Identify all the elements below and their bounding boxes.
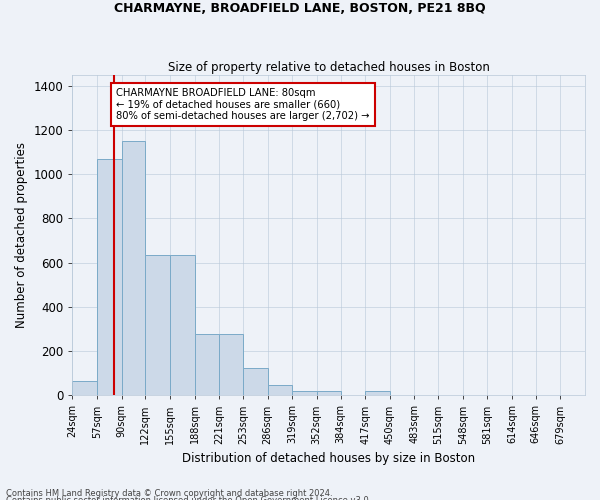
Text: Contains public sector information licensed under the Open Government Licence v3: Contains public sector information licen… [6, 496, 371, 500]
X-axis label: Distribution of detached houses by size in Boston: Distribution of detached houses by size … [182, 452, 475, 465]
Bar [219, 334, 243, 396]
Bar [268, 386, 292, 396]
Bar [194, 334, 219, 396]
Bar [170, 255, 194, 396]
Bar [73, 381, 97, 396]
Bar [122, 141, 145, 396]
Bar [317, 391, 341, 396]
Bar [243, 368, 268, 396]
Text: Contains HM Land Registry data © Crown copyright and database right 2024.: Contains HM Land Registry data © Crown c… [6, 488, 332, 498]
Bar [145, 255, 170, 396]
Bar [365, 391, 390, 396]
Text: CHARMAYNE, BROADFIELD LANE, BOSTON, PE21 8BQ: CHARMAYNE, BROADFIELD LANE, BOSTON, PE21… [114, 2, 486, 16]
Title: Size of property relative to detached houses in Boston: Size of property relative to detached ho… [168, 60, 490, 74]
Y-axis label: Number of detached properties: Number of detached properties [15, 142, 28, 328]
Bar [97, 158, 122, 396]
Text: CHARMAYNE BROADFIELD LANE: 80sqm
← 19% of detached houses are smaller (660)
80% : CHARMAYNE BROADFIELD LANE: 80sqm ← 19% o… [116, 88, 370, 121]
Bar [292, 391, 317, 396]
